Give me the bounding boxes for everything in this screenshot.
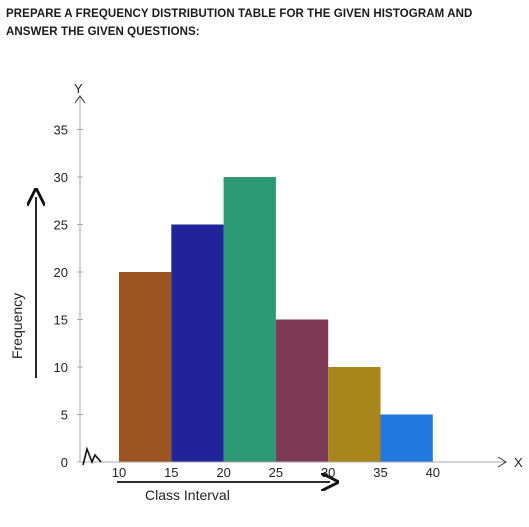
y-tick-label-10: 10 xyxy=(54,360,68,375)
histogram-bar-2 xyxy=(171,224,224,462)
x-axis-arrow-icon xyxy=(497,456,507,468)
y-tick-label-5: 5 xyxy=(61,408,68,423)
x-axis-title: Class Interval xyxy=(145,487,230,503)
histogram-bar-3 xyxy=(223,177,276,462)
y-tick-label-30: 30 xyxy=(54,170,68,185)
x-tick-label-20: 20 xyxy=(216,465,230,480)
y-tick-label-20: 20 xyxy=(54,265,68,280)
x-tick-label-15: 15 xyxy=(164,465,178,480)
x-tick-label-35: 35 xyxy=(373,465,387,480)
x-tick-label-40: 40 xyxy=(426,465,440,480)
y-axis-arrow-icon xyxy=(74,95,86,104)
y-axis-ticks: 0 5 10 15 20 25 30 35 xyxy=(54,123,83,470)
histogram-bar-5 xyxy=(328,367,381,462)
histogram-bar-4 xyxy=(275,319,329,462)
x-axis-letter: X xyxy=(514,455,523,470)
y-tick-label-0: 0 xyxy=(61,455,68,470)
y-tick-label-15: 15 xyxy=(54,313,68,328)
y-tick-label-35: 35 xyxy=(54,123,68,138)
y-axis-title: Frequency xyxy=(9,293,25,359)
instruction-text: PREPARE A FREQUENCY DISTRIBUTION TABLE F… xyxy=(6,8,473,38)
histogram-bar-6 xyxy=(380,414,433,462)
x-axis-ticks: 10 15 20 25 30 35 40 xyxy=(112,465,440,480)
x-tick-label-10: 10 xyxy=(112,465,126,480)
x-tick-label-25: 25 xyxy=(269,465,283,480)
histogram-bars xyxy=(119,177,433,462)
histogram-bar-1 xyxy=(119,272,172,462)
axis-break-icon xyxy=(82,446,102,466)
y-tick-label-25: 25 xyxy=(54,218,68,233)
y-axis-letter: Y xyxy=(74,81,83,96)
x-tick-label-30: 30 xyxy=(321,465,335,480)
